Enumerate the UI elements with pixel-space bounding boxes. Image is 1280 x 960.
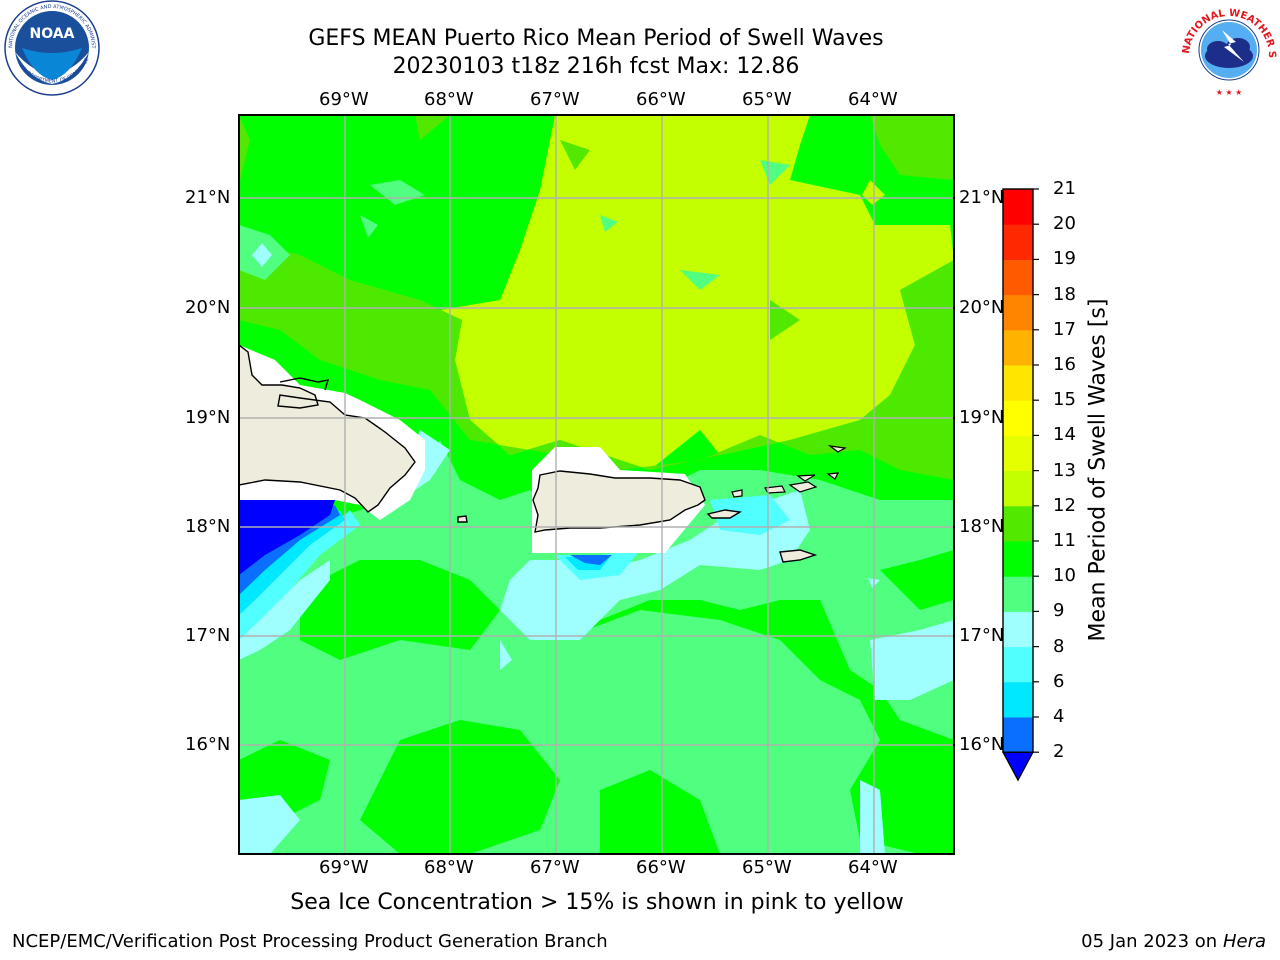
lat-label: 16°N: [959, 734, 1005, 755]
lon-label: 69°W: [319, 89, 369, 110]
colorbar-segment: [1003, 365, 1033, 401]
chart-subtitle: 20230103 t18z 216h fcst Max: 12.86: [392, 54, 800, 79]
colorbar-segment: [1003, 611, 1033, 648]
field-band-4-6: [239, 510, 345, 615]
field-under-2: [239, 500, 335, 575]
colorbar-tick-label: 10: [1053, 565, 1076, 587]
field-band-6-8: [239, 510, 360, 640]
colorbar-tick-label: 14: [1053, 424, 1076, 446]
colorbar-tick-label: 16: [1053, 354, 1076, 375]
lat-label: 17°N: [185, 625, 231, 646]
footer-machine: Hera: [1222, 931, 1266, 952]
footer-credit: NCEP/EMC/Verification Post Processing Pr…: [12, 931, 608, 952]
lat-label: 18°N: [185, 516, 231, 537]
lon-label: 65°W: [742, 857, 792, 878]
colorbar-segment: [1003, 224, 1033, 260]
colorbar: [1001, 188, 1039, 782]
colorbar-under-extension: [1001, 751, 1035, 782]
lon-label: 66°W: [636, 857, 686, 878]
svg-text:★ ★ ★: ★ ★ ★: [1216, 88, 1243, 97]
colorbar-segment: [1003, 505, 1033, 542]
colorbar-tick-label: 12: [1053, 494, 1076, 516]
colorbar-tick-label: 13: [1053, 459, 1076, 481]
colorbar-segment: [1003, 435, 1033, 472]
land-mona: [457, 515, 468, 523]
lat-label: 20°N: [185, 297, 231, 318]
nws-logo: NATIONAL WEATHER SERVICE ★ ★ ★: [1174, 0, 1280, 100]
colorbar-tick-label: 9: [1053, 600, 1065, 622]
land-hispaniola: [239, 344, 416, 513]
noaa-logo: NOAA NATIONAL OCEANIC AND ATMOSPHERIC AD…: [0, 0, 104, 100]
field-band-11-12: [239, 240, 954, 480]
chart-title: GEFS MEAN Puerto Rico Mean Period of Swe…: [308, 26, 884, 51]
colorbar-segment: [1003, 259, 1033, 296]
gridlines: [239, 115, 954, 854]
colorbar-tick-label: 6: [1053, 670, 1065, 692]
lat-label: 16°N: [185, 734, 231, 755]
colorbar-tick-label: 15: [1053, 389, 1076, 411]
land-st-croix: [779, 549, 818, 563]
colorbar-segment: [1003, 400, 1033, 436]
colorbar-tick-label: 8: [1053, 635, 1065, 657]
map-frame: [238, 114, 955, 855]
sea-ice-note: Sea Ice Concentration > 15% is shown in …: [290, 890, 904, 915]
colorbar-tick-label: 2: [1053, 741, 1065, 763]
footer-date-text: 05 Jan 2023 on: [1081, 931, 1223, 952]
colorbar-tick-label: 4: [1053, 706, 1065, 727]
lon-label: 67°W: [530, 89, 580, 110]
noaa-logo-text: NOAA: [30, 26, 75, 42]
colorbar-segment: [1003, 681, 1033, 718]
lon-label: 67°W: [530, 857, 580, 878]
lon-label: 65°W: [742, 89, 792, 110]
lat-label: 19°N: [959, 407, 1005, 428]
lat-label: 21°N: [959, 187, 1005, 208]
colorbar-segment: [1003, 541, 1033, 577]
lon-label: 68°W: [424, 89, 474, 110]
colorbar-segment: [1003, 294, 1033, 331]
colorbar-tick-label: 18: [1053, 283, 1076, 305]
colorbar-segment: [1003, 329, 1033, 366]
colorbar-segment: [1003, 717, 1033, 753]
lon-label: 64°W: [848, 857, 898, 878]
colorbar-segment: [1003, 646, 1033, 683]
lat-label: 21°N: [185, 187, 231, 208]
lat-label: 20°N: [959, 297, 1005, 318]
land-virgin-islands: [731, 445, 847, 498]
lon-label: 69°W: [319, 857, 369, 878]
footer-date: 05 Jan 2023 on Hera: [1081, 931, 1266, 952]
colorbar-tick-label: 19: [1053, 248, 1076, 270]
colorbar-tick-label: 11: [1053, 530, 1076, 551]
lon-label: 64°W: [848, 89, 898, 110]
colorbar-tick-label: 21: [1053, 178, 1076, 199]
field-band-12-13: [440, 115, 954, 470]
lat-label: 17°N: [959, 625, 1005, 646]
colorbar-segment: [1003, 189, 1033, 225]
lat-label: 19°N: [185, 407, 231, 428]
colorbar-segment: [1003, 576, 1033, 612]
colorbar-title: Mean Period of Swell Waves [s]: [1085, 298, 1111, 642]
lat-label: 18°N: [959, 516, 1005, 537]
lon-label: 68°W: [424, 857, 474, 878]
colorbar-tick-label: 17: [1053, 318, 1076, 340]
colorbar-segment: [1003, 470, 1033, 507]
colorbar-tick-label: 20: [1053, 213, 1076, 235]
land-vieques: [706, 509, 743, 519]
lon-label: 66°W: [636, 89, 686, 110]
